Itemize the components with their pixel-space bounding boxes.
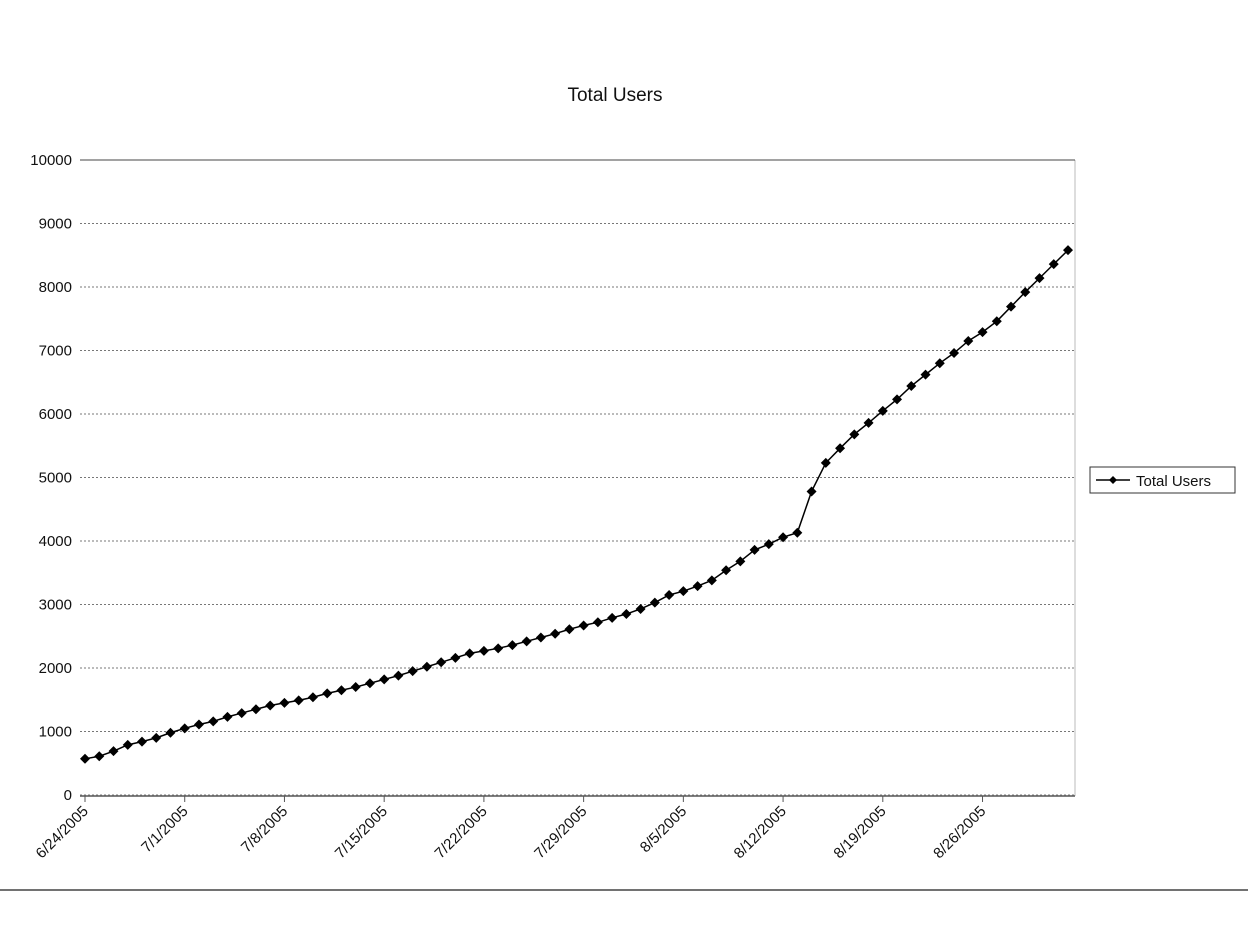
data-point xyxy=(1034,273,1045,284)
x-tick-label: 7/15/2005 xyxy=(332,803,391,862)
data-point xyxy=(849,429,860,440)
data-point xyxy=(222,711,233,722)
data-point xyxy=(578,620,589,631)
data-point xyxy=(1063,245,1073,256)
data-point xyxy=(208,716,219,727)
x-tick-label: 8/19/2005 xyxy=(830,803,889,862)
data-point xyxy=(550,628,561,639)
data-point xyxy=(393,670,404,681)
data-point xyxy=(692,581,703,592)
y-tick-label: 5000 xyxy=(39,470,72,487)
data-point xyxy=(920,369,931,380)
data-point xyxy=(336,685,347,696)
data-point xyxy=(806,486,817,497)
data-point xyxy=(179,723,190,734)
data-point xyxy=(1006,301,1017,312)
data-point xyxy=(1048,259,1059,270)
data-point xyxy=(1020,287,1031,298)
x-tick-label: 8/5/2005 xyxy=(637,803,690,856)
series-line xyxy=(84,249,1069,760)
data-point xyxy=(877,405,888,416)
y-tick-label: 0 xyxy=(64,787,72,804)
data-point xyxy=(436,657,447,668)
x-tick-label: 8/26/2005 xyxy=(930,803,989,862)
data-point xyxy=(649,597,660,608)
data-point xyxy=(478,645,489,656)
chart-title: Total Users xyxy=(567,85,662,106)
data-point xyxy=(792,527,803,538)
data-point xyxy=(136,736,147,747)
x-tick-label: 6/24/2005 xyxy=(33,803,92,862)
x-tick-label: 7/22/2005 xyxy=(432,803,491,862)
y-tick-label: 10000 xyxy=(30,152,72,169)
data-point xyxy=(892,394,903,405)
data-point xyxy=(421,661,432,672)
data-point xyxy=(778,532,789,543)
data-point xyxy=(108,746,119,757)
data-point xyxy=(350,682,361,693)
data-point xyxy=(364,678,375,689)
data-point xyxy=(379,674,390,685)
y-tick-label: 6000 xyxy=(39,406,72,423)
data-point xyxy=(835,443,846,454)
data-point xyxy=(664,589,675,600)
x-tick-label: 8/12/2005 xyxy=(731,803,790,862)
y-tick-label: 9000 xyxy=(39,216,72,233)
x-tick-label: 7/8/2005 xyxy=(238,803,291,856)
data-point xyxy=(621,609,632,620)
legend-label: Total Users xyxy=(1136,473,1211,490)
data-point xyxy=(165,727,176,738)
data-point xyxy=(236,708,247,719)
data-point xyxy=(635,603,646,614)
data-point xyxy=(564,624,575,635)
data-point xyxy=(763,539,774,550)
y-tick-label: 8000 xyxy=(39,279,72,296)
data-point xyxy=(493,643,504,654)
x-tick-label: 7/1/2005 xyxy=(138,803,191,856)
y-tick-label: 3000 xyxy=(39,597,72,614)
legend-marker xyxy=(1109,476,1117,484)
data-point xyxy=(293,695,304,706)
data-point xyxy=(521,636,532,647)
data-point xyxy=(991,316,1002,327)
data-point xyxy=(607,612,618,623)
legend: Total Users xyxy=(1089,466,1236,494)
data-point xyxy=(977,327,988,338)
data-point xyxy=(906,381,917,392)
data-point xyxy=(535,632,546,643)
data-point xyxy=(94,751,105,762)
data-point xyxy=(122,739,133,750)
data-point xyxy=(250,704,261,715)
y-tick-label: 2000 xyxy=(39,660,72,677)
y-tick-label: 1000 xyxy=(39,724,72,741)
data-point xyxy=(307,692,318,703)
data-point xyxy=(963,335,974,346)
y-tick-label: 4000 xyxy=(39,533,72,550)
data-point xyxy=(265,700,276,711)
y-tick-label: 7000 xyxy=(39,343,72,360)
data-point xyxy=(949,348,960,359)
data-point xyxy=(934,358,945,369)
x-tick-label: 7/29/2005 xyxy=(531,803,590,862)
data-point xyxy=(151,732,162,743)
data-point xyxy=(407,666,418,677)
data-point xyxy=(322,688,333,699)
data-point xyxy=(678,586,689,597)
data-point xyxy=(80,753,90,764)
data-point xyxy=(279,697,290,708)
data-point xyxy=(507,640,518,651)
data-point xyxy=(706,575,717,586)
data-point xyxy=(592,617,603,628)
data-point xyxy=(863,417,874,428)
data-point xyxy=(193,719,204,730)
data-point xyxy=(820,457,831,468)
data-point xyxy=(735,556,746,567)
data-point xyxy=(464,648,475,659)
data-point xyxy=(749,544,760,555)
data-point xyxy=(450,652,461,663)
data-point xyxy=(721,565,732,576)
